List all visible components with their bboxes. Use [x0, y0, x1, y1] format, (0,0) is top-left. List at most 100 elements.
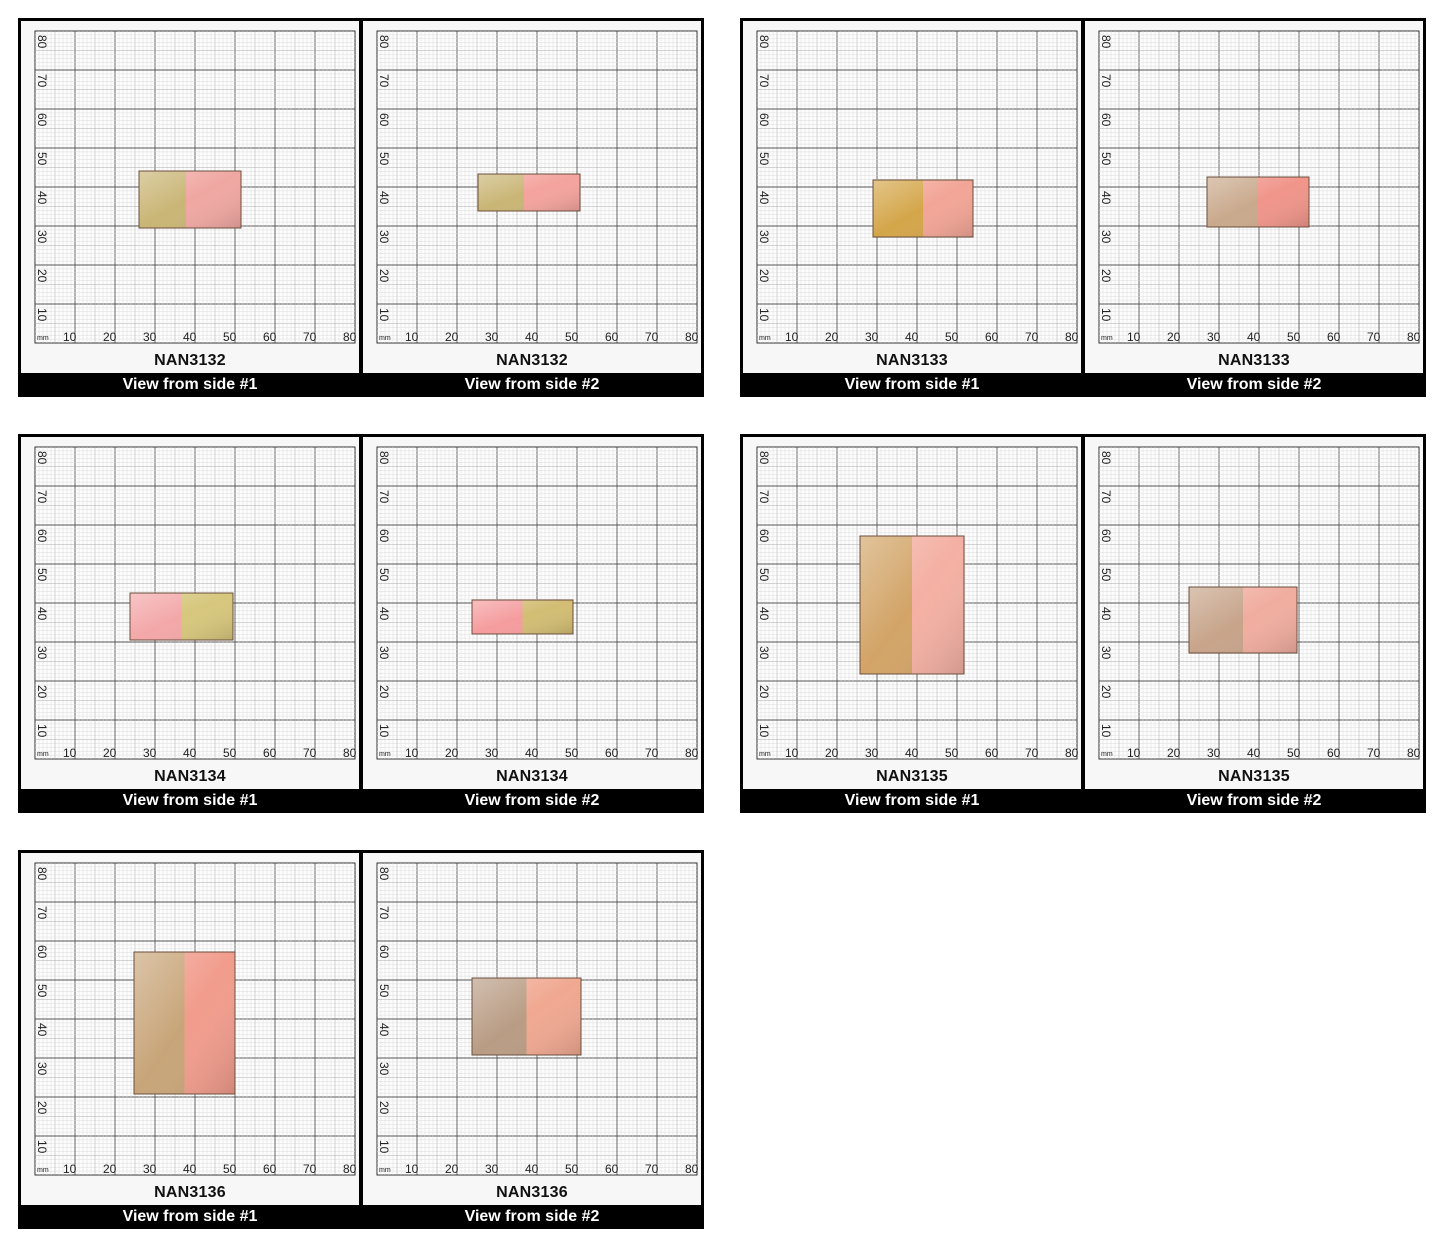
x-tick-label: 80	[1407, 330, 1421, 344]
side-1-photo: 10 20 30 40 50 60 70 80 10 20 30 40 50 60 70 80 mm NAN31…	[21, 21, 359, 373]
specimen-group: 10 20 30 40 50 60 70 80 10 20 30 40 50 60 70 80 mm NAN31…	[18, 18, 704, 397]
x-tick-label: 70	[645, 1162, 659, 1176]
x-tick-label: 70	[645, 330, 659, 344]
side-1-caption: View from side #1	[122, 376, 258, 393]
specimen-group: 10 20 30 40 50 60 70 80 10 20 30 40 50 60 70 80 mm NAN31…	[18, 850, 704, 1229]
side-1-caption: View from side #1	[844, 792, 980, 809]
gem-rough-specimen	[129, 592, 234, 641]
side-2-caption: View from side #2	[1186, 376, 1322, 393]
y-tick-label: 80	[35, 867, 49, 881]
y-tick-label: 10	[377, 724, 391, 738]
gem-rough-specimen	[471, 977, 582, 1056]
y-tick-label: 70	[1099, 74, 1113, 88]
unit-label: mm	[379, 1167, 391, 1174]
y-tick-label: 80	[1099, 451, 1113, 465]
side-2-photo: 10 20 30 40 50 60 70 80 10 20 30 40 50 60 70 80 mm NAN31…	[363, 21, 701, 373]
y-tick-label: 20	[35, 685, 49, 699]
side-1-photo: 10 20 30 40 50 60 70 80 10 20 30 40 50 60 70 80 mm NAN31…	[21, 853, 359, 1205]
specimen-code: NAN3132	[496, 352, 568, 369]
side-2-photo: 10 20 30 40 50 60 70 80 10 20 30 40 50 60 70 80 mm NAN31…	[1085, 437, 1423, 789]
y-tick-label: 70	[757, 490, 771, 504]
specimen-group: 10 20 30 40 50 60 70 80 10 20 30 40 50 60 70 80 mm NAN31…	[740, 18, 1426, 397]
y-tick-label: 10	[1099, 308, 1113, 322]
gem-rough-specimen	[133, 951, 236, 1095]
y-tick-label: 20	[35, 269, 49, 283]
x-tick-label: 30	[485, 746, 499, 760]
y-tick-label: 30	[757, 646, 771, 660]
measurement-grid: 10 20 30 40 50 60 70 80 10 20 30 40 50 60 70 80 mm	[34, 862, 357, 1176]
gem-rough-specimen	[859, 535, 965, 675]
y-tick-label: 60	[757, 529, 771, 543]
y-tick-label: 30	[757, 230, 771, 244]
y-tick-label: 80	[377, 451, 391, 465]
x-tick-label: 50	[1287, 746, 1301, 760]
x-tick-label: 70	[303, 746, 317, 760]
y-tick-label: 40	[35, 1023, 49, 1037]
x-tick-label: 20	[103, 746, 117, 760]
x-tick-label: 20	[1167, 746, 1181, 760]
x-tick-label: 40	[183, 1162, 197, 1176]
x-tick-label: 30	[1207, 746, 1221, 760]
y-tick-label: 20	[377, 685, 391, 699]
specimen-group: 10 20 30 40 50 60 70 80 10 20 30 40 50 60 70 80 mm NAN31…	[18, 434, 704, 813]
y-tick-label: 40	[757, 607, 771, 621]
unit-label: mm	[1101, 335, 1113, 342]
y-tick-label: 30	[377, 646, 391, 660]
y-tick-label: 70	[377, 74, 391, 88]
x-tick-label: 60	[1327, 746, 1341, 760]
y-tick-label: 70	[1099, 490, 1113, 504]
x-tick-label: 30	[143, 746, 157, 760]
x-tick-label: 20	[103, 330, 117, 344]
y-tick-label: 40	[35, 607, 49, 621]
x-tick-label: 30	[143, 330, 157, 344]
y-tick-label: 10	[757, 308, 771, 322]
unit-label: mm	[379, 335, 391, 342]
x-tick-label: 20	[445, 746, 459, 760]
specimen-code: NAN3136	[496, 1184, 568, 1201]
y-tick-label: 20	[35, 1101, 49, 1115]
y-tick-label: 60	[35, 945, 49, 959]
y-tick-label: 50	[377, 568, 391, 582]
x-tick-label: 70	[645, 746, 659, 760]
unit-label: mm	[37, 751, 49, 758]
specimen-code: NAN3135	[1218, 768, 1290, 785]
y-tick-label: 20	[1099, 685, 1113, 699]
y-tick-label: 80	[377, 867, 391, 881]
x-tick-label: 10	[785, 330, 799, 344]
x-tick-label: 60	[605, 746, 619, 760]
side-1-photo: 10 20 30 40 50 60 70 80 10 20 30 40 50 60 70 80 mm NAN31…	[743, 21, 1081, 373]
y-tick-label: 70	[377, 490, 391, 504]
side-2-caption: View from side #2	[1186, 792, 1322, 809]
y-tick-label: 60	[1099, 113, 1113, 127]
x-tick-label: 60	[985, 330, 999, 344]
y-tick-label: 50	[35, 152, 49, 166]
x-tick-label: 10	[63, 330, 77, 344]
measurement-grid: 10 20 30 40 50 60 70 80 10 20 30 40 50 60 70 80 mm	[1098, 446, 1421, 760]
x-tick-label: 20	[445, 1162, 459, 1176]
x-tick-label: 70	[1367, 746, 1381, 760]
y-tick-label: 30	[35, 230, 49, 244]
side-2-photo: 10 20 30 40 50 60 70 80 10 20 30 40 50 60 70 80 mm NAN31…	[363, 437, 701, 789]
x-tick-label: 40	[183, 746, 197, 760]
x-tick-label: 30	[865, 746, 879, 760]
x-tick-label: 60	[263, 330, 277, 344]
unit-label: mm	[379, 751, 391, 758]
side-2-caption: View from side #2	[464, 1208, 600, 1225]
x-tick-label: 80	[685, 746, 699, 760]
x-tick-label: 40	[183, 330, 197, 344]
x-tick-label: 30	[485, 330, 499, 344]
y-tick-label: 30	[35, 1062, 49, 1076]
x-tick-label: 80	[343, 330, 357, 344]
x-tick-label: 70	[1367, 330, 1381, 344]
gem-rough-specimen	[477, 173, 581, 212]
y-tick-label: 10	[35, 308, 49, 322]
x-tick-label: 10	[1127, 746, 1141, 760]
y-tick-label: 60	[377, 113, 391, 127]
side-2-photo: 10 20 30 40 50 60 70 80 10 20 30 40 50 60 70 80 mm NAN31…	[363, 853, 701, 1205]
y-tick-label: 20	[377, 269, 391, 283]
side-1-caption: View from side #1	[122, 1208, 258, 1225]
x-tick-label: 60	[605, 1162, 619, 1176]
x-tick-label: 50	[223, 1162, 237, 1176]
measurement-grid: 10 20 30 40 50 60 70 80 10 20 30 40 50 60 70 80 mm	[376, 446, 699, 760]
x-tick-label: 40	[525, 1162, 539, 1176]
